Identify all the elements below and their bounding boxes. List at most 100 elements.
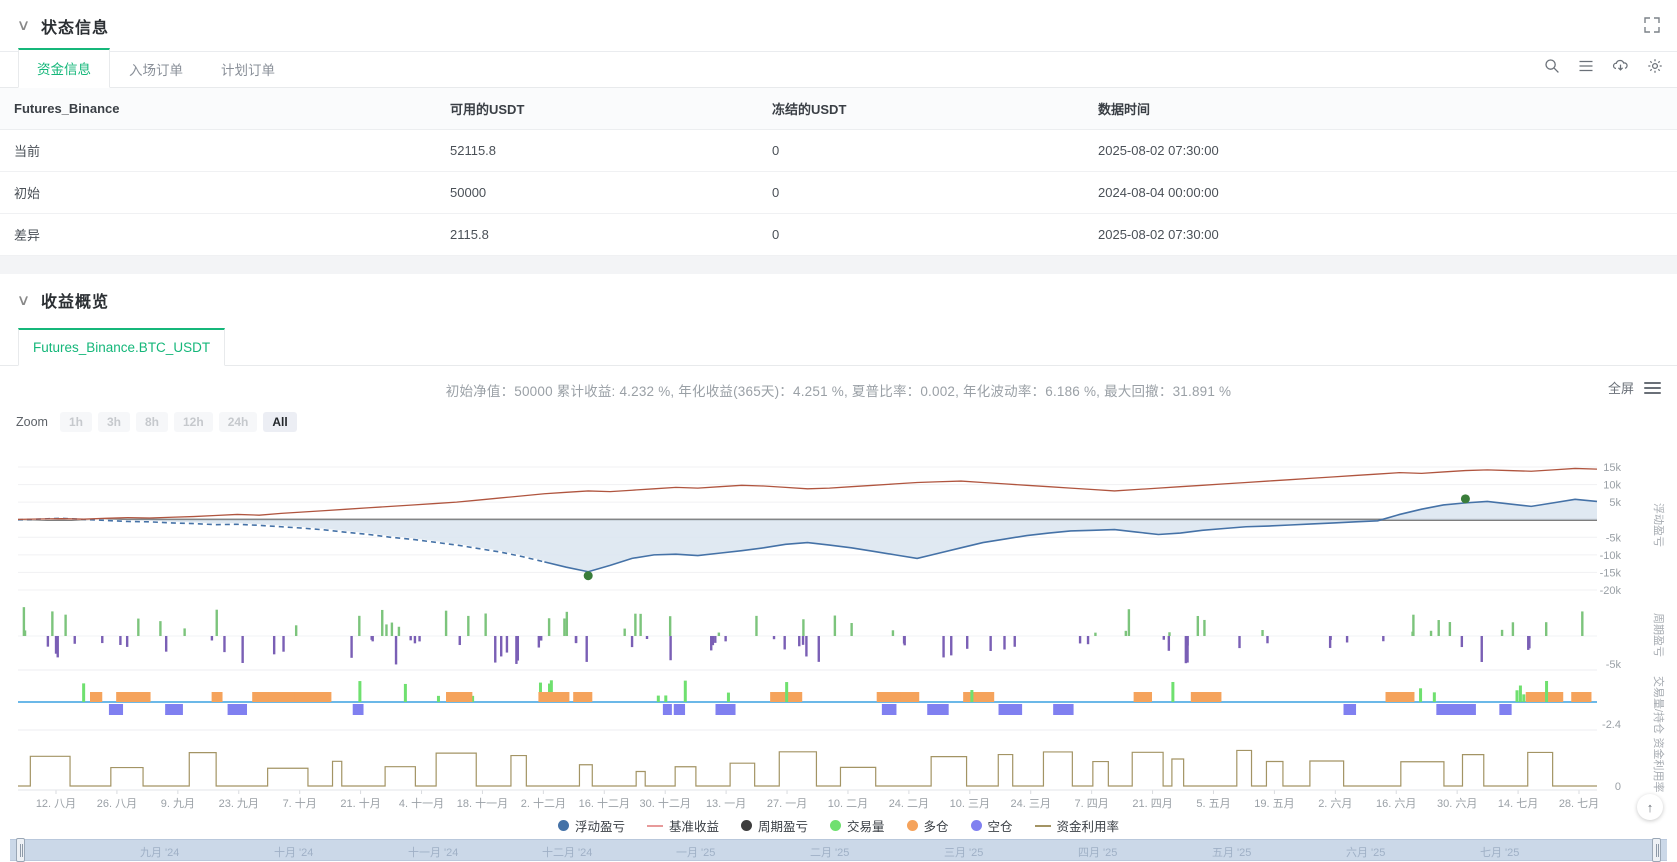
- legend-item-short[interactable]: 空仓: [970, 816, 1013, 835]
- volume-bar: [1432, 692, 1436, 702]
- zoom-option-12h[interactable]: 12h: [174, 412, 213, 432]
- svg-text:周期盈亏: 周期盈亏: [1652, 613, 1665, 657]
- zoom-option-1h[interactable]: 1h: [59, 412, 92, 432]
- period-pnl-bar: [183, 628, 186, 636]
- volume-bar: [436, 695, 440, 702]
- navigator-label: 九月 '24: [140, 847, 180, 859]
- volume-bar: [1518, 685, 1522, 702]
- period-pnl-bar: [805, 636, 808, 657]
- period-pnl-bar: [563, 618, 566, 636]
- row-label-current[interactable]: 当前: [0, 129, 436, 172]
- period-pnl-bar: [1429, 630, 1433, 636]
- period-pnl-bar: [64, 614, 67, 636]
- tab-资金信息[interactable]: 资金信息: [18, 48, 110, 88]
- period-pnl-bar: [1167, 636, 1171, 651]
- legend-marker-dot: [906, 820, 918, 831]
- zoom-option-24h[interactable]: 24h: [218, 412, 258, 432]
- status-section-title: 状态信息: [40, 19, 109, 37]
- period-pnl-bar: [802, 619, 805, 636]
- svg-text:-5k: -5k: [1606, 532, 1622, 544]
- legend-item-capital-usage[interactable]: 资金利用率: [1034, 816, 1119, 835]
- x-axis-tick-label: 5. 五月: [1196, 798, 1230, 810]
- x-axis-tick-label: 30. 十二月: [640, 796, 691, 810]
- short-position-bar: [881, 704, 897, 715]
- period-pnl-bar: [724, 636, 727, 642]
- period-pnl-bar: [397, 626, 401, 636]
- legend-item-volume[interactable]: 交易量: [829, 816, 885, 835]
- x-axis-tick-label: 10. 二月: [828, 798, 868, 810]
- legend-item-period-pnl[interactable]: 周期盈亏: [740, 816, 808, 835]
- long-position-bar: [294, 692, 332, 702]
- period-pnl-bar: [159, 621, 162, 636]
- scroll-to-top-icon[interactable]: ↑: [1637, 794, 1663, 820]
- period-pnl-bar: [272, 636, 276, 655]
- period-pnl-bar: [639, 613, 642, 636]
- legend-marker-line: [1034, 824, 1051, 827]
- x-axis-tick-label: 2. 六月: [1318, 797, 1352, 810]
- legend-label: 交易量: [846, 820, 885, 834]
- legend-marker-dot: [970, 820, 982, 831]
- period-pnl-bar: [215, 609, 218, 636]
- volume-bar: [1545, 680, 1549, 702]
- svg-text:15k: 15k: [1603, 462, 1621, 474]
- chart-canvas[interactable]: 15k 10k 5k -5k -10k -15k -20k 浮动盈亏 -5k 周期盈亏 -2.4 交易…: [0, 432, 1677, 812]
- period-pnl-bar: [494, 636, 497, 663]
- navigator-label: 三月 '25: [944, 847, 984, 859]
- tab-入场订单[interactable]: 入场订单: [129, 63, 183, 78]
- capital-usage-line: [18, 749, 1597, 787]
- low-point-marker[interactable]: [583, 571, 593, 581]
- x-axis-tick-label: 19. 五月: [1254, 798, 1294, 810]
- cell-frozen-diff: 0: [758, 213, 1084, 256]
- period-pnl-bar: [537, 636, 541, 648]
- short-position-bar: [165, 704, 183, 715]
- cell-time-diff: 2025-08-02 07:30:00: [1084, 213, 1677, 256]
- period-pnl-bar: [1078, 636, 1082, 644]
- navigator-label: 七月 '25: [1480, 847, 1520, 859]
- period-pnl-bar: [540, 636, 543, 641]
- legend-item-floating-pnl[interactable]: 浮动盈亏: [557, 816, 625, 835]
- high-point-marker[interactable]: [1460, 494, 1470, 504]
- zoom-option-8h[interactable]: 8h: [135, 412, 168, 432]
- period-pnl-bar: [1328, 636, 1332, 648]
- volume-bar: [82, 683, 86, 702]
- period-pnl-bar: [1162, 636, 1165, 640]
- search-icon[interactable]: [1544, 58, 1560, 74]
- period-pnl-bar: [390, 622, 394, 636]
- legend-item-benchmark[interactable]: 基准收益: [646, 816, 719, 835]
- zoom-option-3h[interactable]: 3h: [97, 412, 130, 432]
- legend-label: 空仓: [987, 820, 1013, 834]
- period-pnl-bar: [1124, 630, 1128, 636]
- period-pnl-bar: [385, 624, 388, 636]
- legend-item-long[interactable]: 多仓: [906, 816, 949, 835]
- short-position-bar: [715, 704, 736, 715]
- x-axis-tick-label: 13. 一月: [706, 798, 746, 810]
- period-pnl-bar: [381, 609, 384, 636]
- period-pnl-bar: [484, 613, 487, 636]
- zoom-option-all[interactable]: All: [263, 412, 297, 432]
- navigator-label: 一月 '25: [676, 847, 716, 859]
- chevron-down-icon[interactable]: ∨: [16, 291, 31, 309]
- legend-marker-dot: [557, 820, 569, 831]
- period-pnl-bar: [516, 636, 520, 661]
- period-pnl-bar: [164, 636, 168, 652]
- short-position-bar: [352, 704, 364, 715]
- period-pnl-bar: [137, 618, 140, 636]
- fullscreen-label: 全屏: [1607, 381, 1634, 396]
- svg-text:浮动盈亏: 浮动盈亏: [1652, 503, 1665, 547]
- period-pnl-bar: [1544, 622, 1548, 636]
- navigator-right-handle[interactable]: [1652, 838, 1661, 862]
- tab-计划订单[interactable]: 计划订单: [221, 63, 275, 78]
- volume-bar: [656, 695, 660, 702]
- chevron-down-icon[interactable]: ∨: [16, 17, 31, 34]
- cloud-download-icon[interactable]: [1612, 58, 1629, 74]
- list-icon[interactable]: [1578, 58, 1594, 74]
- fullscreen-button[interactable]: 全屏: [1608, 378, 1661, 397]
- expand-icon[interactable]: [1643, 16, 1661, 34]
- navigator-left-handle[interactable]: [16, 838, 25, 862]
- hamburger-menu-icon[interactable]: [1644, 379, 1661, 397]
- tab-futures-binance-btc-usdt[interactable]: Futures_Binance.BTC_USDT: [18, 328, 226, 366]
- chart-navigator[interactable]: 九月 '24 十月 '24 十一月 '24 十二月 '24 一月 '25 二月 '25 三月…: [10, 838, 1667, 862]
- period-pnl-bar: [634, 613, 637, 636]
- period-pnl-bar: [1261, 630, 1264, 636]
- gear-icon[interactable]: [1647, 58, 1663, 74]
